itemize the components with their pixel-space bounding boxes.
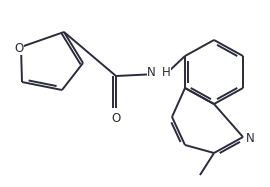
Text: H: H [162, 65, 171, 79]
Text: O: O [112, 111, 121, 125]
Text: O: O [14, 42, 24, 54]
Text: N: N [246, 131, 254, 145]
Text: N: N [147, 65, 156, 79]
